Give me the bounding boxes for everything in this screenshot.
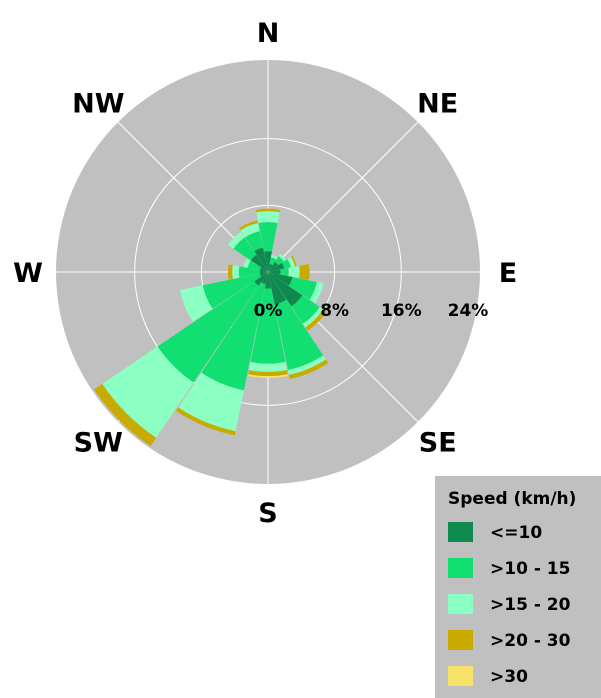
legend-swatch [448,594,473,614]
wedge-<=10 [254,247,268,272]
wedge->15 - 20 [248,361,288,372]
wedge->20 - 30 [176,407,236,436]
radial-tick-labels: 0% 8% 16% 24% [254,301,489,321]
wedge-<=10 [268,269,281,275]
wedge->15 - 20 [288,265,300,279]
wedge->10 - 15 [291,295,320,324]
wedge->10 - 15 [281,259,291,269]
legend-label: <=10 [490,523,542,543]
wedge->20 - 30 [299,264,310,280]
wedge-<=10 [268,261,279,272]
wedge->20 - 30 [290,255,297,267]
legend-swatch [448,666,473,686]
wedge->10 - 15 [269,257,277,266]
wedge-<=10 [259,270,268,274]
wedge-<=10 [250,254,268,272]
grid-spoke [267,121,419,273]
wedge->15 - 20 [243,258,251,268]
direction-label-n: N [257,18,280,49]
legend-label: >10 - 15 [490,559,570,579]
wedge->15 - 20 [256,211,280,223]
wedge->30 [247,374,289,378]
radial-tick-label: 8% [320,301,349,321]
radial-tick-label: 0% [254,301,283,321]
legend-label: >20 - 30 [490,631,571,651]
wedge->20 - 30 [288,359,329,379]
wedge-<=10 [268,272,293,286]
wedge-<=10 [268,272,303,307]
legend-box [435,476,601,698]
legend-label: >30 [490,667,528,687]
wedge->10 - 15 [157,281,259,383]
direction-label-ne: NE [417,88,458,119]
legend-swatch [448,558,473,578]
wedge->20 - 30 [239,220,259,231]
wedge->10 - 15 [288,276,317,300]
wedge->15 - 20 [179,285,213,322]
wedge-<=10 [259,272,268,277]
wedge->10 - 15 [280,268,289,276]
wedge->15 - 20 [227,231,245,249]
wedge->15 - 20 [178,372,244,432]
wedge->10 - 15 [233,237,257,261]
legend-entries: <=10 >10 - 15 >15 - 20 >20 - 30 >30 [448,522,571,687]
legend-title: Speed (km/h) [448,489,576,509]
legend: Speed (km/h) <=10 >10 - 15 >15 - 20 >20 - 3… [435,476,601,698]
wedge-<=10 [259,267,268,272]
wedge->15 - 20 [278,254,286,262]
wedge->10 - 15 [245,231,264,252]
wedge->10 - 15 [202,273,262,309]
wedge->15 - 20 [232,265,240,279]
wedge->10 - 15 [274,299,324,370]
wedge->15 - 20 [309,281,324,304]
wedge->20 - 30 [248,370,288,377]
wind-wedges [93,208,329,447]
wedge->10 - 15 [258,222,278,252]
wedge->20 - 30 [255,208,281,213]
wedge-<=10 [264,251,272,272]
legend-swatch [448,522,473,542]
wedge->15 - 20 [240,223,260,238]
wedge->15 - 20 [102,346,194,438]
radial-tick-label: 24% [448,301,489,321]
wedge->10 - 15 [247,260,262,271]
direction-label-se: SE [419,428,457,459]
direction-label-s: S [258,498,277,529]
wedge->15 - 20 [287,256,295,268]
legend-label: >15 - 20 [490,595,571,615]
wedge-<=10 [264,272,272,289]
wedge-<=10 [261,272,268,285]
wedge->10 - 15 [201,282,266,391]
wedge->20 - 30 [305,309,327,331]
wedge->10 - 15 [238,266,260,278]
wedge-<=10 [268,272,287,305]
wedge-<=10 [268,263,273,272]
wedge->15 - 20 [287,355,326,375]
radial-tick-label: 16% [381,301,422,321]
wedge-<=10 [254,272,268,286]
wedge->20 - 30 [93,383,157,447]
wedge->15 - 20 [270,254,278,260]
wedge-<=10 [268,262,285,272]
direction-label-w: W [13,258,43,289]
legend-swatch [448,630,473,650]
direction-labels: N NE E SE S SW W NW [13,18,517,529]
direction-label-nw: NW [72,88,124,119]
wedge->15 - 20 [302,306,324,328]
wedge->10 - 15 [274,256,284,266]
direction-label-sw: SW [74,428,123,459]
wedge->20 - 30 [228,264,233,280]
wedge->10 - 15 [250,288,286,364]
direction-label-e: E [499,258,517,289]
